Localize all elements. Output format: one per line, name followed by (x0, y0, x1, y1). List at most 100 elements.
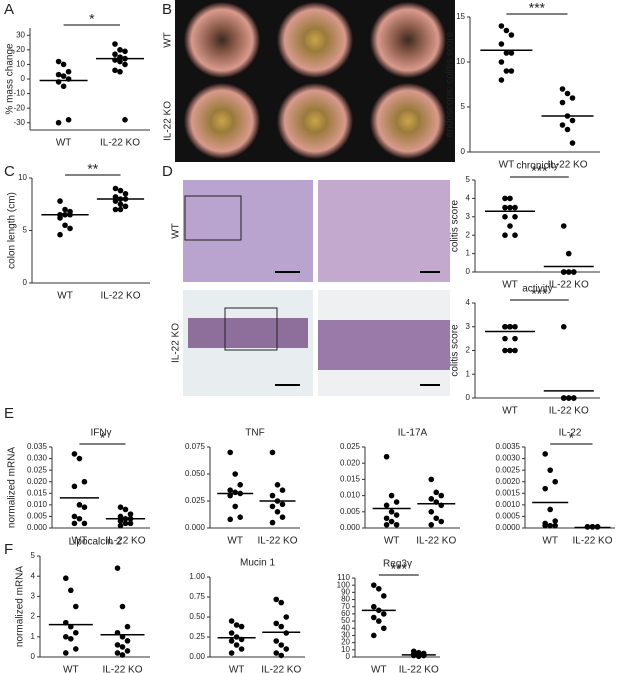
x-tick-label: IL-22 KO (102, 665, 142, 673)
data-point (273, 650, 280, 656)
significance-label: * (569, 430, 575, 446)
x-tick-label: IL-22 KO (416, 536, 456, 547)
data-point (569, 140, 576, 146)
y-tick-label: 0.015 (27, 488, 48, 497)
y-tick-label: 4 (466, 298, 471, 307)
y-tick-label: 3 (31, 592, 36, 601)
data-point (278, 599, 285, 606)
y-tick-label: 0 (346, 652, 351, 661)
significance-label: *** (529, 0, 546, 16)
histology-image (318, 180, 450, 282)
data-point (279, 514, 286, 520)
data-point (381, 625, 387, 632)
data-point (278, 623, 285, 630)
y-tick-label: 80 (341, 595, 350, 604)
data-point (81, 520, 88, 527)
data-point (559, 99, 566, 106)
data-point (564, 126, 571, 133)
data-point (63, 634, 69, 640)
data-point (237, 514, 243, 520)
data-point (428, 496, 435, 502)
data-point (228, 630, 235, 636)
data-point (117, 518, 124, 524)
y-axis-label: % mass change (5, 43, 16, 115)
data-point (569, 117, 576, 124)
data-point (283, 630, 290, 636)
y-axis-label: normalized mRNA (7, 447, 18, 528)
data-point (122, 48, 128, 55)
panel-label: C (4, 163, 15, 180)
y-tick-label: 0.050 (185, 469, 206, 478)
data-point (269, 449, 276, 456)
y-tick-label: 0.000 (185, 523, 206, 532)
y-tick-label: 0.50 (189, 612, 205, 621)
x-tick-label: IL-22 KO (547, 160, 587, 171)
data-point (124, 638, 131, 644)
data-point (498, 59, 505, 65)
data-point (433, 489, 440, 496)
data-point (570, 269, 577, 275)
y-tick-label: 5 (461, 102, 466, 111)
data-point (381, 593, 387, 599)
data-point (371, 603, 377, 610)
data-point (62, 222, 68, 229)
y-tick-label: 0.005 (27, 512, 48, 521)
x-tick-label: IL-22 KO (549, 280, 589, 291)
data-point (438, 518, 445, 525)
data-point (57, 198, 63, 204)
data-point (112, 206, 119, 213)
data-point (73, 646, 79, 652)
y-tick-label: 30 (16, 30, 25, 39)
row-label: WT (163, 32, 174, 48)
data-point (119, 652, 126, 658)
data-point (433, 515, 440, 522)
endoscopy-image (370, 2, 446, 78)
data-point (273, 638, 280, 644)
data-point (560, 223, 567, 229)
data-point (117, 522, 124, 529)
y-tick-label: 0.010 (340, 491, 361, 500)
y-tick-label: -20 (13, 103, 25, 112)
y-tick-label: 40 (341, 623, 350, 632)
y-tick-label: 30 (341, 631, 350, 640)
x-tick-label: IL-22 KO (100, 138, 140, 149)
data-point (62, 206, 68, 213)
y-tick-label: 2 (31, 612, 36, 621)
data-point (269, 503, 276, 510)
data-point (227, 449, 233, 456)
y-tick-label: -10 (13, 89, 25, 98)
data-point (122, 190, 129, 197)
x-tick-label: IL-22 KO (399, 665, 439, 673)
data-point (498, 77, 505, 83)
x-tick-label: WT (542, 536, 558, 547)
data-point (542, 522, 548, 529)
data-point (232, 503, 238, 510)
y-tick-label: 10 (341, 645, 350, 654)
panel-label: B (162, 1, 172, 18)
y-tick-label: 0.00 (189, 652, 205, 661)
data-point (117, 187, 124, 194)
data-point (60, 73, 67, 79)
y-tick-label: 1 (31, 632, 36, 641)
data-point (278, 652, 285, 659)
y-tick-label: 0.025 (340, 442, 361, 451)
chart-title: Reg3γ (383, 559, 412, 570)
data-point (508, 68, 515, 74)
endoscopy-image (184, 83, 260, 159)
y-tick-label: 2 (466, 346, 471, 355)
y-axis-label: colon length (cm) (7, 192, 18, 269)
row-label: IL-22 KO (171, 323, 182, 363)
y-tick-label: 0.0025 (496, 465, 521, 474)
data-point (559, 86, 566, 92)
data-point (117, 58, 123, 65)
data-point (393, 521, 400, 528)
y-tick-label: 0.000 (27, 523, 48, 532)
y-tick-label: 0 (21, 74, 26, 83)
data-point (124, 648, 131, 654)
y-tick-label: 3 (466, 322, 471, 331)
y-tick-label: 5 (23, 226, 28, 235)
data-point (81, 478, 88, 485)
data-point (547, 467, 553, 473)
data-point (124, 623, 131, 630)
